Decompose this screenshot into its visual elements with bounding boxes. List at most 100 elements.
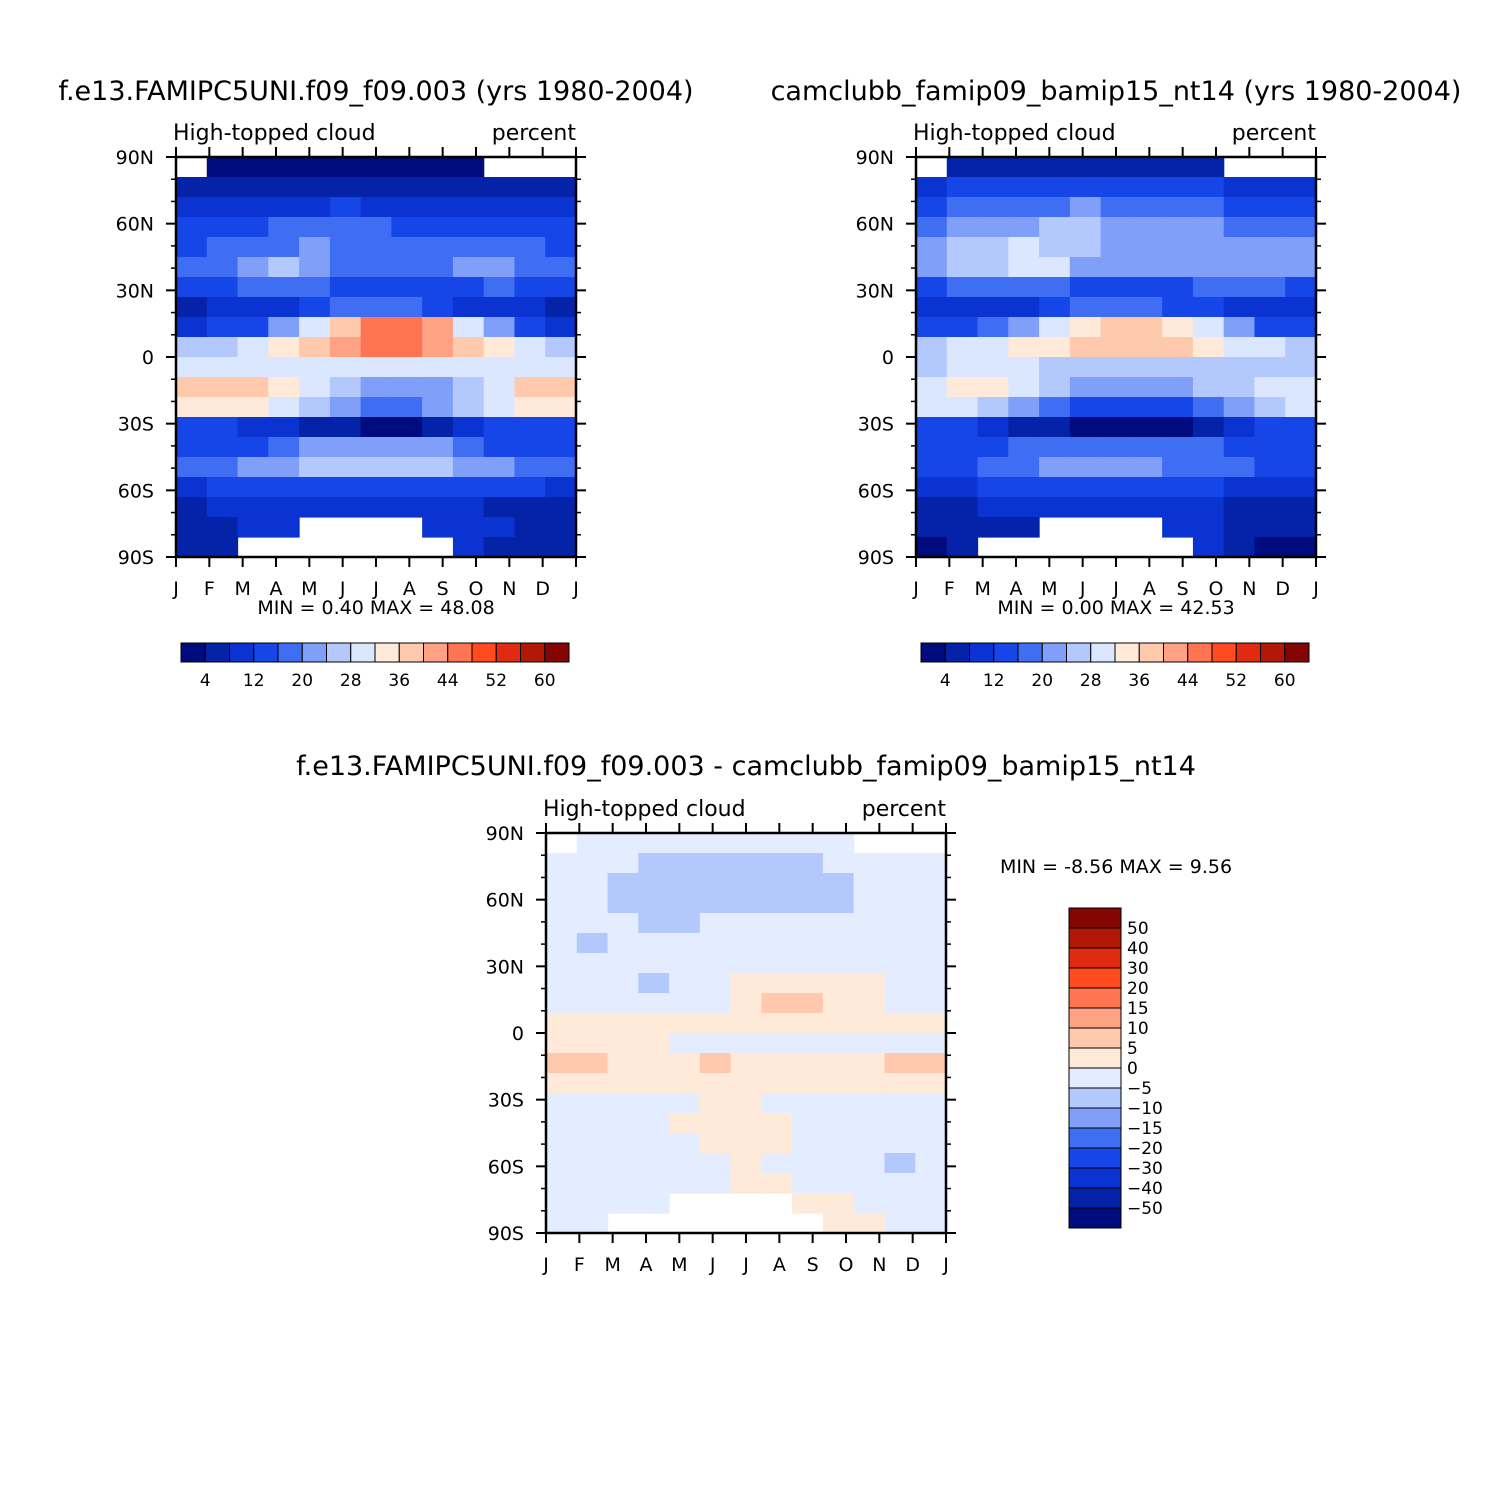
heatmap-cell xyxy=(546,1073,578,1094)
heatmap-cell xyxy=(483,537,516,558)
heatmap-cell xyxy=(638,893,670,914)
heatmap-cell xyxy=(268,357,300,378)
heatmap-cell xyxy=(545,517,577,538)
heatmap-cell xyxy=(916,297,948,318)
heatmap-cell xyxy=(422,237,454,258)
heatmap-cell xyxy=(1039,357,1071,378)
colorbar-label: 44 xyxy=(1177,671,1199,691)
heatmap-cell xyxy=(977,317,1009,338)
heatmap-cell xyxy=(1069,497,1102,518)
heatmap-cell xyxy=(792,933,824,954)
heatmap-cell xyxy=(1039,177,1071,198)
heatmap-cell xyxy=(576,1033,609,1054)
heatmap-cell xyxy=(391,477,423,498)
heatmap-cell xyxy=(206,457,239,478)
heatmap-cell xyxy=(1100,357,1132,378)
heatmap-cell xyxy=(607,1133,639,1154)
heatmap-cell xyxy=(977,437,1009,458)
heatmap-cell xyxy=(916,497,948,518)
heatmap-cell xyxy=(884,893,916,914)
heatmap-cell xyxy=(1162,437,1194,458)
heatmap-cell xyxy=(1192,177,1225,198)
heatmap-cell xyxy=(853,953,886,974)
heatmap-cell xyxy=(1223,457,1256,478)
heatmap-cell xyxy=(360,377,392,398)
x-tick-label: O xyxy=(839,1254,854,1276)
heatmap-cell xyxy=(299,357,331,378)
heatmap-cell xyxy=(545,337,577,358)
heatmap-cell xyxy=(699,893,732,914)
colorbar-label: −30 xyxy=(1127,1159,1163,1179)
heatmap-cell xyxy=(884,1093,916,1114)
heatmap-cell xyxy=(1254,497,1286,518)
colorbar-swatch xyxy=(544,642,570,663)
x-tick-label: S xyxy=(437,578,449,600)
heatmap-cell xyxy=(761,953,793,974)
heatmap-cell xyxy=(946,457,979,478)
colorbar-label: −40 xyxy=(1127,1179,1163,1199)
colorbar-swatch xyxy=(1041,642,1067,663)
x-tick-label: A xyxy=(773,1254,786,1276)
heatmap-cell xyxy=(1223,197,1256,218)
y-tick-label: 30N xyxy=(116,280,154,302)
heatmap-cell xyxy=(1285,497,1317,518)
heatmap-cell xyxy=(730,1153,762,1174)
heatmap-cell xyxy=(822,873,855,894)
heatmap-cell xyxy=(206,417,239,438)
heatmap-cell xyxy=(329,337,362,358)
heatmap-cell xyxy=(792,1173,824,1194)
colorbar-swatch xyxy=(1068,1127,1122,1149)
heatmap-cell xyxy=(176,197,208,218)
heatmap-cell xyxy=(977,197,1009,218)
heatmap-cell xyxy=(514,297,546,318)
heatmap-cell xyxy=(452,437,485,458)
heatmap-cell xyxy=(1254,417,1286,438)
heatmap-cell xyxy=(514,377,546,398)
heatmap-cell xyxy=(576,1013,609,1034)
heatmap-cell xyxy=(237,297,269,318)
heatmap-cell xyxy=(916,377,948,398)
heatmap-cell xyxy=(483,357,516,378)
heatmap-cell xyxy=(329,357,362,378)
heatmap-cell xyxy=(915,1053,947,1074)
x-tick-label: S xyxy=(1177,578,1189,600)
x-tick-label: N xyxy=(872,1254,886,1276)
heatmap-cell xyxy=(730,1093,762,1114)
heatmap-cell xyxy=(916,337,948,358)
heatmap-cell xyxy=(977,457,1009,478)
heatmap-cell xyxy=(1008,197,1040,218)
heatmap-cell xyxy=(638,1113,670,1134)
colorbar-swatch xyxy=(1068,1147,1122,1169)
heatmap-cell xyxy=(853,1093,886,1114)
heatmap-cell xyxy=(237,317,269,338)
heatmap-cell xyxy=(1162,177,1194,198)
heatmap-cell xyxy=(546,913,578,934)
x-tick-label: J xyxy=(709,1254,716,1276)
heatmap-cell xyxy=(1100,337,1132,358)
heatmap-cell xyxy=(1008,177,1040,198)
heatmap-cell xyxy=(329,257,362,278)
heatmap-cell xyxy=(1285,197,1317,218)
heatmap-cell xyxy=(916,457,948,478)
heatmap-cell xyxy=(946,257,979,278)
heatmap-cell xyxy=(761,993,793,1014)
heatmap-cell xyxy=(514,177,546,198)
heatmap-cell xyxy=(576,1093,609,1114)
heatmap-cell xyxy=(1131,337,1163,358)
heatmap-cell xyxy=(1100,177,1132,198)
x-tick-label: M xyxy=(301,578,317,600)
heatmap-cell xyxy=(1162,517,1194,538)
heatmap-cell xyxy=(853,1213,886,1234)
x-tick-label: M xyxy=(604,1254,620,1276)
heatmap-cell xyxy=(360,257,392,278)
heatmap-cell xyxy=(360,237,392,258)
heatmap-cell xyxy=(946,317,979,338)
heatmap-cell xyxy=(761,933,793,954)
heatmap-cell xyxy=(1285,417,1317,438)
heatmap-cell xyxy=(1223,337,1256,358)
heatmap-cell xyxy=(1254,457,1286,478)
heatmap-cell xyxy=(452,177,485,198)
heatmap-cell xyxy=(915,933,947,954)
heatmap-cell xyxy=(360,497,392,518)
colorbar-swatch xyxy=(398,642,424,663)
